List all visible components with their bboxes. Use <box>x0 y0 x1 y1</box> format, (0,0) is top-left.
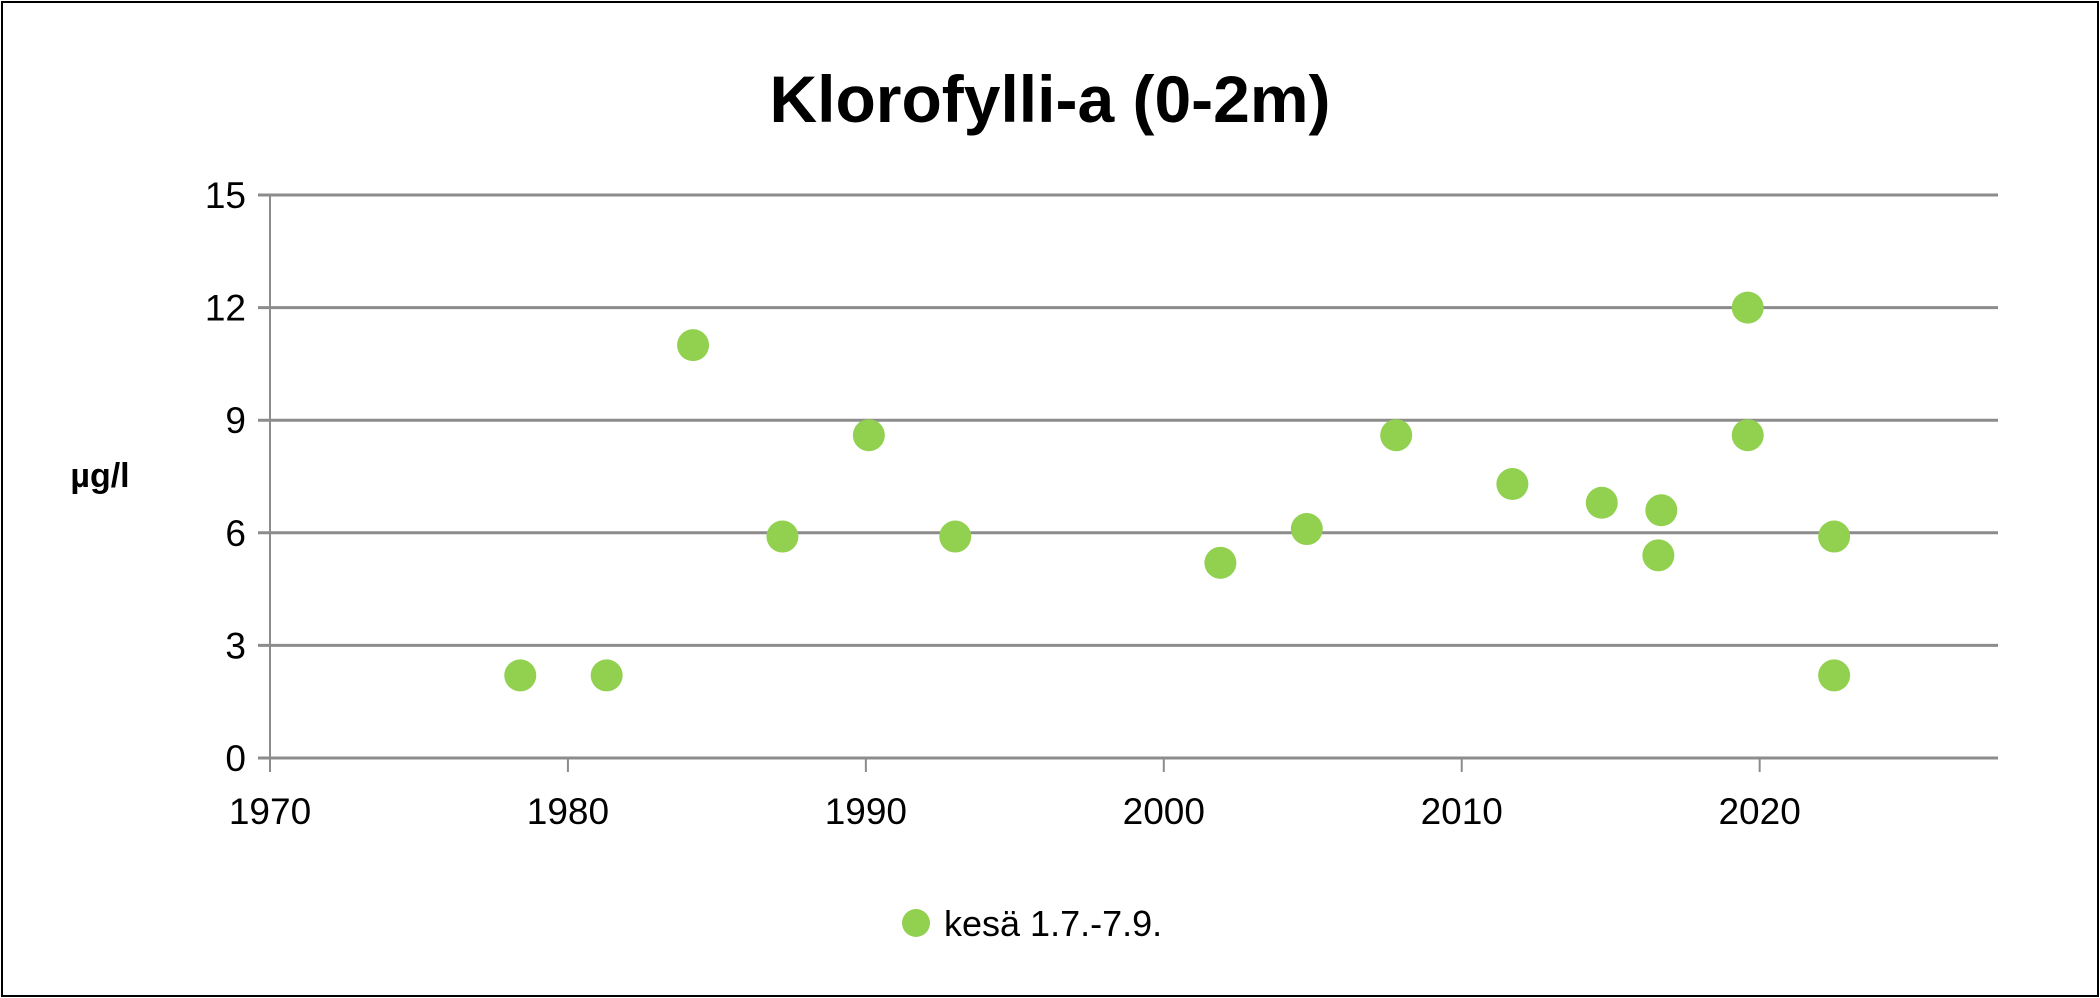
data-point <box>1731 291 1764 324</box>
data-point <box>1645 494 1678 527</box>
data-point <box>939 520 972 553</box>
data-point <box>1380 419 1413 452</box>
data-point <box>1290 513 1323 546</box>
data-point <box>504 659 537 692</box>
data-point <box>852 419 885 452</box>
y-tick-label: 9 <box>225 400 246 441</box>
y-tick-label: 3 <box>225 625 246 666</box>
x-tick-label: 1990 <box>825 791 907 832</box>
x-tick-label: 1970 <box>229 791 311 832</box>
x-tick-label: 1980 <box>527 791 609 832</box>
x-tick-label: 2020 <box>1718 791 1800 832</box>
y-tick-label: 15 <box>205 175 246 216</box>
data-point <box>1818 520 1851 553</box>
x-tick-label: 2000 <box>1123 791 1205 832</box>
chart-title: Klorofylli-a (0-2m) <box>769 62 1330 136</box>
y-tick-label: 0 <box>225 738 246 779</box>
data-point <box>1204 546 1237 579</box>
legend-label: kesä 1.7.-7.9. <box>944 903 1162 944</box>
legend: kesä 1.7.-7.9. <box>902 903 1162 944</box>
data-point <box>590 659 623 692</box>
data-point <box>1818 659 1851 692</box>
legend-marker <box>902 909 930 937</box>
data-point <box>1585 486 1618 519</box>
data-point <box>1496 468 1529 501</box>
data-point <box>1642 539 1675 572</box>
x-tick-label: 2010 <box>1421 791 1503 832</box>
y-tick-label: 12 <box>205 288 246 329</box>
data-point <box>677 329 710 362</box>
y-tick-label: 6 <box>225 513 246 554</box>
data-point <box>766 520 799 553</box>
data-point <box>1731 419 1764 452</box>
y-axis-label: µg/l <box>70 457 129 495</box>
